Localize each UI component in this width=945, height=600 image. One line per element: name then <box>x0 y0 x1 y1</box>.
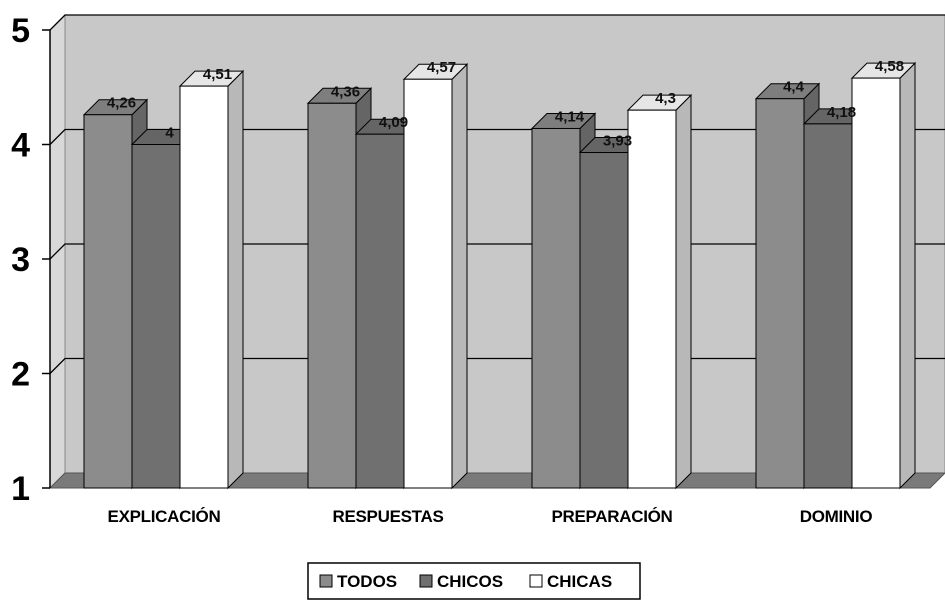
data-label: 4 <box>165 125 174 142</box>
bar-side <box>451 63 468 490</box>
gridline <box>49 14 945 31</box>
bar-front <box>403 78 453 489</box>
y-axis: 1 2 3 4 5 <box>11 12 51 508</box>
x-category-label: DOMINIO <box>800 507 873 526</box>
data-label: 4,14 <box>555 108 585 125</box>
legend-label: CHICAS <box>547 572 612 591</box>
x-category-label: EXPLICACIÓN <box>108 507 221 526</box>
data-label: 4,4 <box>783 79 805 96</box>
legend-swatch <box>529 574 543 588</box>
bar-front <box>627 109 677 489</box>
data-label: 4,26 <box>107 95 136 112</box>
bar-front <box>579 152 629 489</box>
legend-label: CHICOS <box>437 572 503 591</box>
data-label: 4,51 <box>203 66 232 83</box>
y-tick-label: 4 <box>11 127 30 165</box>
bar-front <box>803 123 853 489</box>
bars <box>82 61 917 490</box>
bar-front <box>531 127 581 489</box>
data-labels: 4,26 4 4,51 4,36 4,09 4,57 4,14 3,93 4,3 4,4 4,18 4… <box>107 58 904 149</box>
bar-front <box>755 98 805 489</box>
x-axis-category-labels: EXPLICACIÓN RESPUESTAS PREPARACIÓN DOMINIO <box>108 507 873 526</box>
y-tick-label: 3 <box>11 241 30 279</box>
bar-front <box>131 144 181 489</box>
legend-box <box>307 562 641 600</box>
legend-swatch <box>319 574 333 588</box>
legend-label: TODOS <box>337 572 397 591</box>
bar <box>850 61 917 490</box>
bar-front <box>179 85 229 489</box>
bar <box>626 93 693 490</box>
bar-front <box>83 114 133 489</box>
data-label: 4,3 <box>655 90 676 107</box>
bar <box>178 69 245 490</box>
data-label: 4,36 <box>331 83 360 100</box>
bar-side <box>899 61 916 490</box>
data-label: 4,58 <box>875 58 904 75</box>
data-label: 3,93 <box>603 133 632 150</box>
data-label: 4,57 <box>427 59 456 76</box>
bar-front <box>851 77 901 489</box>
legend-swatch <box>419 574 433 588</box>
data-label: 4,18 <box>827 104 856 121</box>
x-category-label: PREPARACIÓN <box>551 507 672 526</box>
y-tick-label: 2 <box>11 356 30 394</box>
bar-side <box>227 69 244 490</box>
y-tick-label: 5 <box>11 12 30 50</box>
bar-front <box>355 133 405 489</box>
bar-side <box>675 93 692 490</box>
x-category-label: RESPUESTAS <box>333 507 444 526</box>
y-tick-label: 1 <box>11 470 30 508</box>
data-label: 4,09 <box>379 114 408 131</box>
bar-front <box>307 102 357 489</box>
bar <box>402 63 469 490</box>
legend: TODOS CHICOS CHICAS <box>307 562 641 600</box>
